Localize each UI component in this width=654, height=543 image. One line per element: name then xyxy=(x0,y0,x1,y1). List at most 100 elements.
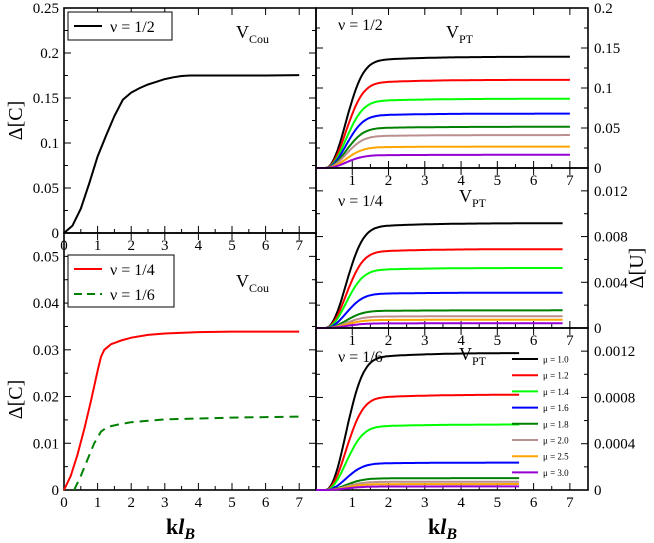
x-tick-label: 3 xyxy=(161,238,169,254)
series-line--1-4 xyxy=(63,330,300,491)
panel-frame xyxy=(63,7,317,234)
legend-label: μ = 1.8 xyxy=(543,419,569,429)
legend: μ = 1.0 μ = 1.2 μ = 1.4 μ = 1.6 μ = 1.8 μ = 2… xyxy=(512,355,569,478)
legend-label: μ = 2.0 xyxy=(543,436,569,446)
x-tick-label: 2 xyxy=(127,238,135,254)
x-tick-label: 7 xyxy=(566,495,574,511)
y-tick-label: 0.2 xyxy=(40,46,59,62)
series-line--1-2 xyxy=(316,393,520,491)
y-tick-label: 0.1 xyxy=(40,136,59,152)
y-tick-label: 0.15 xyxy=(594,41,620,57)
y-tick-label: 0 xyxy=(52,226,60,242)
x-tick-label: 5 xyxy=(494,333,502,349)
x-tick-label: 2 xyxy=(385,495,393,511)
x-tick-label: 5 xyxy=(494,495,502,511)
panel-title: VPT xyxy=(459,344,487,368)
series-line--1-0 xyxy=(316,222,563,329)
y-tick-label: 0.05 xyxy=(33,249,59,265)
panel-annotation: ν = 1/4 xyxy=(338,193,383,210)
legend-label: μ = 3.0 xyxy=(543,468,569,478)
y-tick-label: 0.25 xyxy=(33,1,59,17)
y-axis-label: Δ[C] xyxy=(5,380,27,420)
x-tick-label: 3 xyxy=(421,333,429,349)
x-tick-label: 5 xyxy=(228,238,236,254)
y-tick-label: 0 xyxy=(594,483,602,499)
x-tick-label: 7 xyxy=(295,495,303,511)
x-tick-label: 4 xyxy=(457,173,465,189)
x-tick-label: 3 xyxy=(161,495,169,511)
x-tick-label: 5 xyxy=(494,173,502,189)
y-tick-label: 0.0012 xyxy=(594,344,635,360)
series-line--1-0 xyxy=(316,352,520,491)
legend-label: μ = 2.5 xyxy=(543,452,569,462)
series-line--1-6 xyxy=(316,291,563,329)
y-tick-label: 0.1 xyxy=(594,81,613,97)
x-tick-label: 4 xyxy=(457,333,465,349)
x-axis-label: klB xyxy=(428,514,457,543)
series-line--3-0 xyxy=(316,485,520,491)
panel-pt_sixth: 1 2 3 4 5 6 7 0 0.0004 0.0008 0.0012 VPT ν = 1/6 μ = … xyxy=(315,327,636,543)
x-tick-label: 7 xyxy=(566,173,574,189)
x-tick-label: 3 xyxy=(421,173,429,189)
legend-box xyxy=(67,254,175,308)
y-axis-label: Δ[C] xyxy=(5,101,27,141)
legend-label: μ = 1.0 xyxy=(543,355,569,365)
y-tick-label: 0.15 xyxy=(33,91,59,107)
y-tick-label: 0.012 xyxy=(594,184,628,200)
series-line--2-0 xyxy=(316,134,570,169)
panel-title: VPT xyxy=(446,22,474,46)
x-tick-label: 6 xyxy=(262,495,270,511)
series-line--2-5 xyxy=(316,318,563,329)
legend-label: ν = 1/6 xyxy=(110,287,155,304)
y-tick-label: 0.01 xyxy=(33,436,59,452)
series-line--1-6 xyxy=(316,461,520,491)
x-tick-label: 4 xyxy=(195,495,203,511)
legend-label: ν = 1/2 xyxy=(110,19,155,36)
panel-frame xyxy=(315,327,589,491)
panel-title: VPT xyxy=(459,186,487,210)
x-tick-label: 4 xyxy=(195,238,203,254)
y-tick-label: 0.008 xyxy=(594,230,628,246)
series-line--2-5 xyxy=(316,145,570,169)
legend-label: μ = 1.4 xyxy=(543,387,569,397)
y-tick-label: 0.05 xyxy=(33,181,59,197)
panel-annotation: ν = 1/6 xyxy=(338,349,383,366)
x-tick-label: 6 xyxy=(530,333,538,349)
y-tick-label: 0.0008 xyxy=(594,390,635,406)
legend: ν = 1/2 xyxy=(67,11,173,41)
legend-label: μ = 1.2 xyxy=(543,371,569,381)
series-line--2-0 xyxy=(316,315,563,329)
series-line--1-4 xyxy=(316,267,563,329)
x-tick-label: 1 xyxy=(349,173,357,189)
series-line--1-2 xyxy=(316,248,563,329)
y-tick-label: 0.0004 xyxy=(594,437,636,453)
x-tick-label: 7 xyxy=(295,238,303,254)
x-tick-label: 6 xyxy=(262,238,270,254)
series-line--2-5 xyxy=(316,483,520,491)
x-tick-label: 1 xyxy=(94,238,102,254)
series-line--3-0 xyxy=(316,322,563,329)
panel-title: VCou xyxy=(236,271,269,295)
x-tick-label: 1 xyxy=(349,333,357,349)
x-axis-label: klB xyxy=(166,514,195,543)
series-line--1-4 xyxy=(316,97,570,169)
x-tick-label: 2 xyxy=(385,173,393,189)
panel-title: VCou xyxy=(236,22,269,46)
y-tick-label: 0.02 xyxy=(33,390,59,406)
x-tick-label: 6 xyxy=(530,495,538,511)
series-line--3-0 xyxy=(316,153,570,169)
y-tick-label: 0.2 xyxy=(594,1,613,17)
panel-annotation: ν = 1/2 xyxy=(338,17,383,34)
panel-pt_half: 1 2 3 4 5 6 7 0 0.05 0.1 0.15 0.2 VPT ν = 1/2 xyxy=(315,1,620,189)
x-tick-label: 3 xyxy=(421,495,429,511)
series-line--1-4 xyxy=(316,423,520,491)
legend-label: μ = 1.6 xyxy=(543,403,569,413)
x-tick-label: 4 xyxy=(457,495,465,511)
x-tick-label: 7 xyxy=(566,333,574,349)
y-tick-label: 0.04 xyxy=(33,296,60,312)
x-tick-label: 1 xyxy=(94,495,102,511)
y-tick-label: 0 xyxy=(594,161,602,177)
